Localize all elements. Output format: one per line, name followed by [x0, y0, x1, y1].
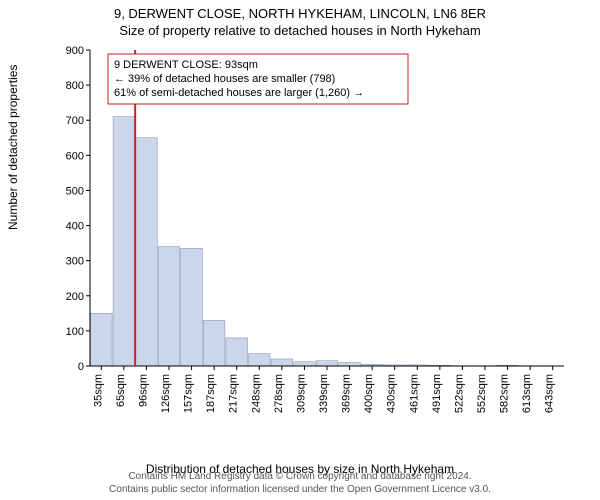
x-tick-label: 582sqm — [499, 374, 511, 413]
histogram-bar — [113, 117, 135, 366]
svg-text:0: 0 — [78, 361, 84, 373]
x-tick-label: 65sqm — [115, 374, 127, 407]
plot-svg: 0 100 200 300 400 500 600 700 800 900 35sqm 65sqm 96… — [60, 46, 570, 426]
x-tick-label: 339sqm — [318, 374, 330, 413]
histogram-bar — [91, 313, 113, 366]
x-tick-label: 278sqm — [273, 374, 285, 413]
x-tick-label: 461sqm — [408, 374, 420, 413]
annotation-line: 61% of semi-detached houses are larger (… — [114, 87, 364, 99]
svg-text:400: 400 — [66, 221, 84, 233]
chart-container: 9, DERWENT CLOSE, NORTH HYKEHAM, LINCOLN… — [0, 0, 600, 500]
svg-text:100: 100 — [66, 326, 84, 338]
x-tick-label: 309sqm — [295, 374, 307, 413]
x-tick-label: 126sqm — [160, 374, 172, 413]
footer-line-2: Contains public sector information licen… — [0, 484, 600, 497]
svg-text:500: 500 — [66, 185, 84, 197]
x-tick-label: 522sqm — [453, 374, 465, 413]
histogram-bar — [181, 248, 203, 366]
y-axis-label: Number of detached properties — [6, 65, 20, 230]
annotation-line: ← 39% of detached houses are smaller (79… — [114, 73, 335, 85]
histogram-bar — [158, 247, 180, 366]
x-tick-label: 400sqm — [363, 374, 375, 413]
histogram-bar — [203, 320, 225, 366]
svg-text:900: 900 — [66, 46, 84, 57]
histogram-bar — [316, 361, 338, 366]
x-tick-label: 157sqm — [183, 374, 195, 413]
svg-text:300: 300 — [66, 256, 84, 268]
x-tick-label: 552sqm — [476, 374, 488, 413]
histogram-bar — [339, 362, 361, 366]
histogram-bar — [226, 338, 248, 366]
histogram-bar — [249, 354, 271, 366]
x-tick-label: 217sqm — [228, 374, 240, 413]
x-tick-label: 248sqm — [250, 374, 262, 413]
x-tick-label: 491sqm — [431, 374, 443, 413]
histogram-bar — [136, 138, 158, 366]
x-tick-label: 613sqm — [521, 374, 533, 413]
x-tick-label: 643sqm — [544, 374, 556, 413]
svg-text:700: 700 — [66, 115, 84, 127]
histogram-bar — [294, 362, 316, 366]
chart-footer: Contains HM Land Registry data © Crown c… — [0, 471, 600, 496]
annotation-line: 9 DERWENT CLOSE: 93sqm — [114, 59, 258, 71]
svg-text:600: 600 — [66, 150, 84, 162]
footer-line-1: Contains HM Land Registry data © Crown c… — [0, 471, 600, 484]
svg-text:800: 800 — [66, 80, 84, 92]
histogram-bar — [271, 359, 293, 366]
chart-title-sub: Size of property relative to detached ho… — [0, 21, 600, 42]
x-tick-label: 96sqm — [137, 374, 149, 407]
svg-text:200: 200 — [66, 291, 84, 303]
x-tick-label: 187sqm — [205, 374, 217, 413]
x-tick-label: 430sqm — [386, 374, 398, 413]
chart-title-main: 9, DERWENT CLOSE, NORTH HYKEHAM, LINCOLN… — [0, 0, 600, 21]
x-tick-label: 35sqm — [92, 374, 104, 407]
x-tick-label: 369sqm — [341, 374, 353, 413]
